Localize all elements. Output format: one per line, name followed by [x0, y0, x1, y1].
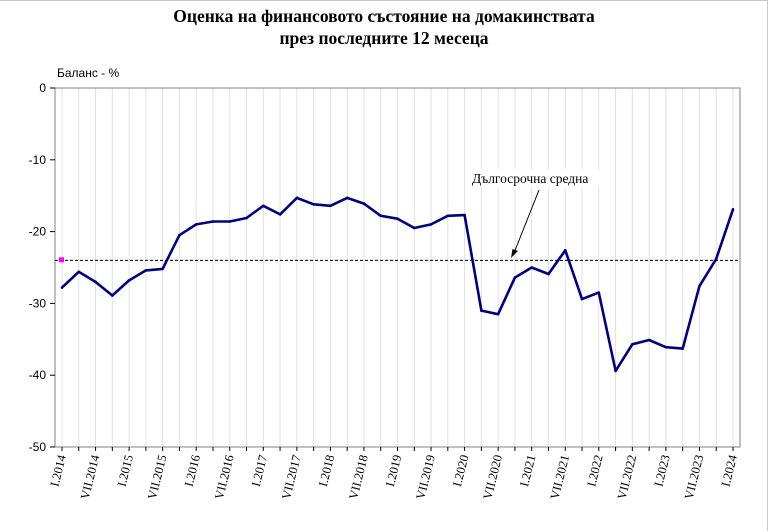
data-point — [412, 226, 416, 230]
annotation-arrowhead — [511, 249, 518, 258]
data-point — [278, 213, 282, 216]
y-tick-label: -50 — [29, 440, 47, 454]
x-tick-label: VII.2016 — [212, 453, 237, 501]
data-point — [178, 233, 181, 237]
data-point — [563, 248, 567, 252]
annotation-label: Дългосрочна средна — [472, 171, 588, 186]
data-point — [396, 217, 399, 220]
annotation-arrow — [513, 189, 540, 254]
data-point — [664, 345, 668, 349]
y-axis-label: Баланс - % — [57, 66, 120, 80]
data-point — [698, 284, 701, 288]
data-point — [329, 204, 332, 208]
chart-title: Оценка на финансовото състояние на домак… — [0, 5, 768, 49]
long-term-average-marker — [59, 257, 64, 263]
long-term-average-annotation: Дългосрочна средна — [467, 169, 611, 188]
x-tick-label: I.2019 — [383, 453, 404, 488]
y-tick-label: 0 — [39, 81, 46, 95]
vertical-gridlines — [61, 88, 734, 447]
x-tick-label: VII.2022 — [615, 453, 640, 501]
data-point — [731, 208, 735, 211]
x-tick-label: I.2016 — [182, 453, 203, 488]
y-tick-label: -40 — [29, 368, 47, 382]
data-point — [597, 291, 601, 294]
x-tick-label: VII.2014 — [78, 453, 103, 501]
x-tick-label: VII.2023 — [682, 453, 707, 501]
data-point — [60, 286, 64, 289]
data-point — [530, 266, 533, 269]
x-tick-label: VII.2018 — [346, 453, 371, 501]
data-point — [312, 203, 315, 206]
annotation-background — [467, 169, 611, 188]
data-point — [161, 267, 164, 271]
data-point — [429, 223, 433, 226]
x-tick-label: VII.2021 — [548, 453, 573, 501]
data-point — [77, 270, 81, 274]
data-point — [480, 309, 483, 312]
x-tick-label: VII.2019 — [413, 453, 438, 501]
x-tick-label: I.2024 — [719, 453, 741, 488]
data-point — [144, 269, 148, 272]
x-tick-label: VII.2015 — [145, 453, 170, 501]
data-point — [496, 312, 500, 316]
data-point — [111, 294, 114, 297]
data-point — [631, 343, 634, 346]
data-point — [614, 369, 617, 373]
data-point — [362, 202, 366, 205]
data-point — [513, 276, 517, 279]
chart-title-line-2: през последните 12 месеца — [279, 28, 489, 48]
data-point — [446, 214, 450, 218]
x-tick-label: I.2015 — [115, 453, 136, 488]
data-point — [547, 272, 550, 276]
x-tick-label: I.2020 — [450, 453, 471, 488]
x-tick-label: I.2018 — [316, 453, 337, 488]
x-axis: I.2014 VII.2014 I.2015 VII.2015 I.2016 VII.20… — [48, 447, 741, 501]
data-point — [714, 257, 718, 261]
data-point — [345, 196, 349, 200]
x-tick-label: I.2017 — [249, 453, 270, 488]
series-points — [60, 196, 735, 373]
x-tick-label: I.2014 — [48, 453, 70, 488]
data-point — [127, 279, 131, 282]
y-axis: 0 -10 -20 -30 -40 -50 — [29, 81, 55, 454]
x-tick-label: VII.2020 — [480, 453, 505, 501]
data-point — [245, 216, 248, 220]
data-point — [94, 280, 97, 284]
data-point — [262, 204, 265, 208]
chart-title-line-1: Оценка на финансовото състояние на домак… — [173, 6, 595, 26]
x-tick-label: VII.2017 — [279, 453, 304, 501]
x-tick-label: I.2023 — [651, 453, 672, 488]
data-point — [580, 297, 584, 301]
x-tick-label: I.2022 — [584, 453, 605, 488]
x-tick-label: I.2021 — [517, 453, 538, 488]
data-point — [463, 213, 466, 217]
data-point — [194, 223, 198, 226]
data-point — [379, 214, 383, 218]
data-point — [295, 196, 299, 200]
y-tick-label: -30 — [29, 296, 47, 310]
data-point — [681, 347, 684, 350]
data-point — [211, 220, 215, 223]
y-tick-label: -10 — [29, 153, 47, 167]
y-tick-label: -20 — [29, 225, 47, 239]
data-point — [647, 338, 651, 342]
data-point — [228, 220, 232, 223]
